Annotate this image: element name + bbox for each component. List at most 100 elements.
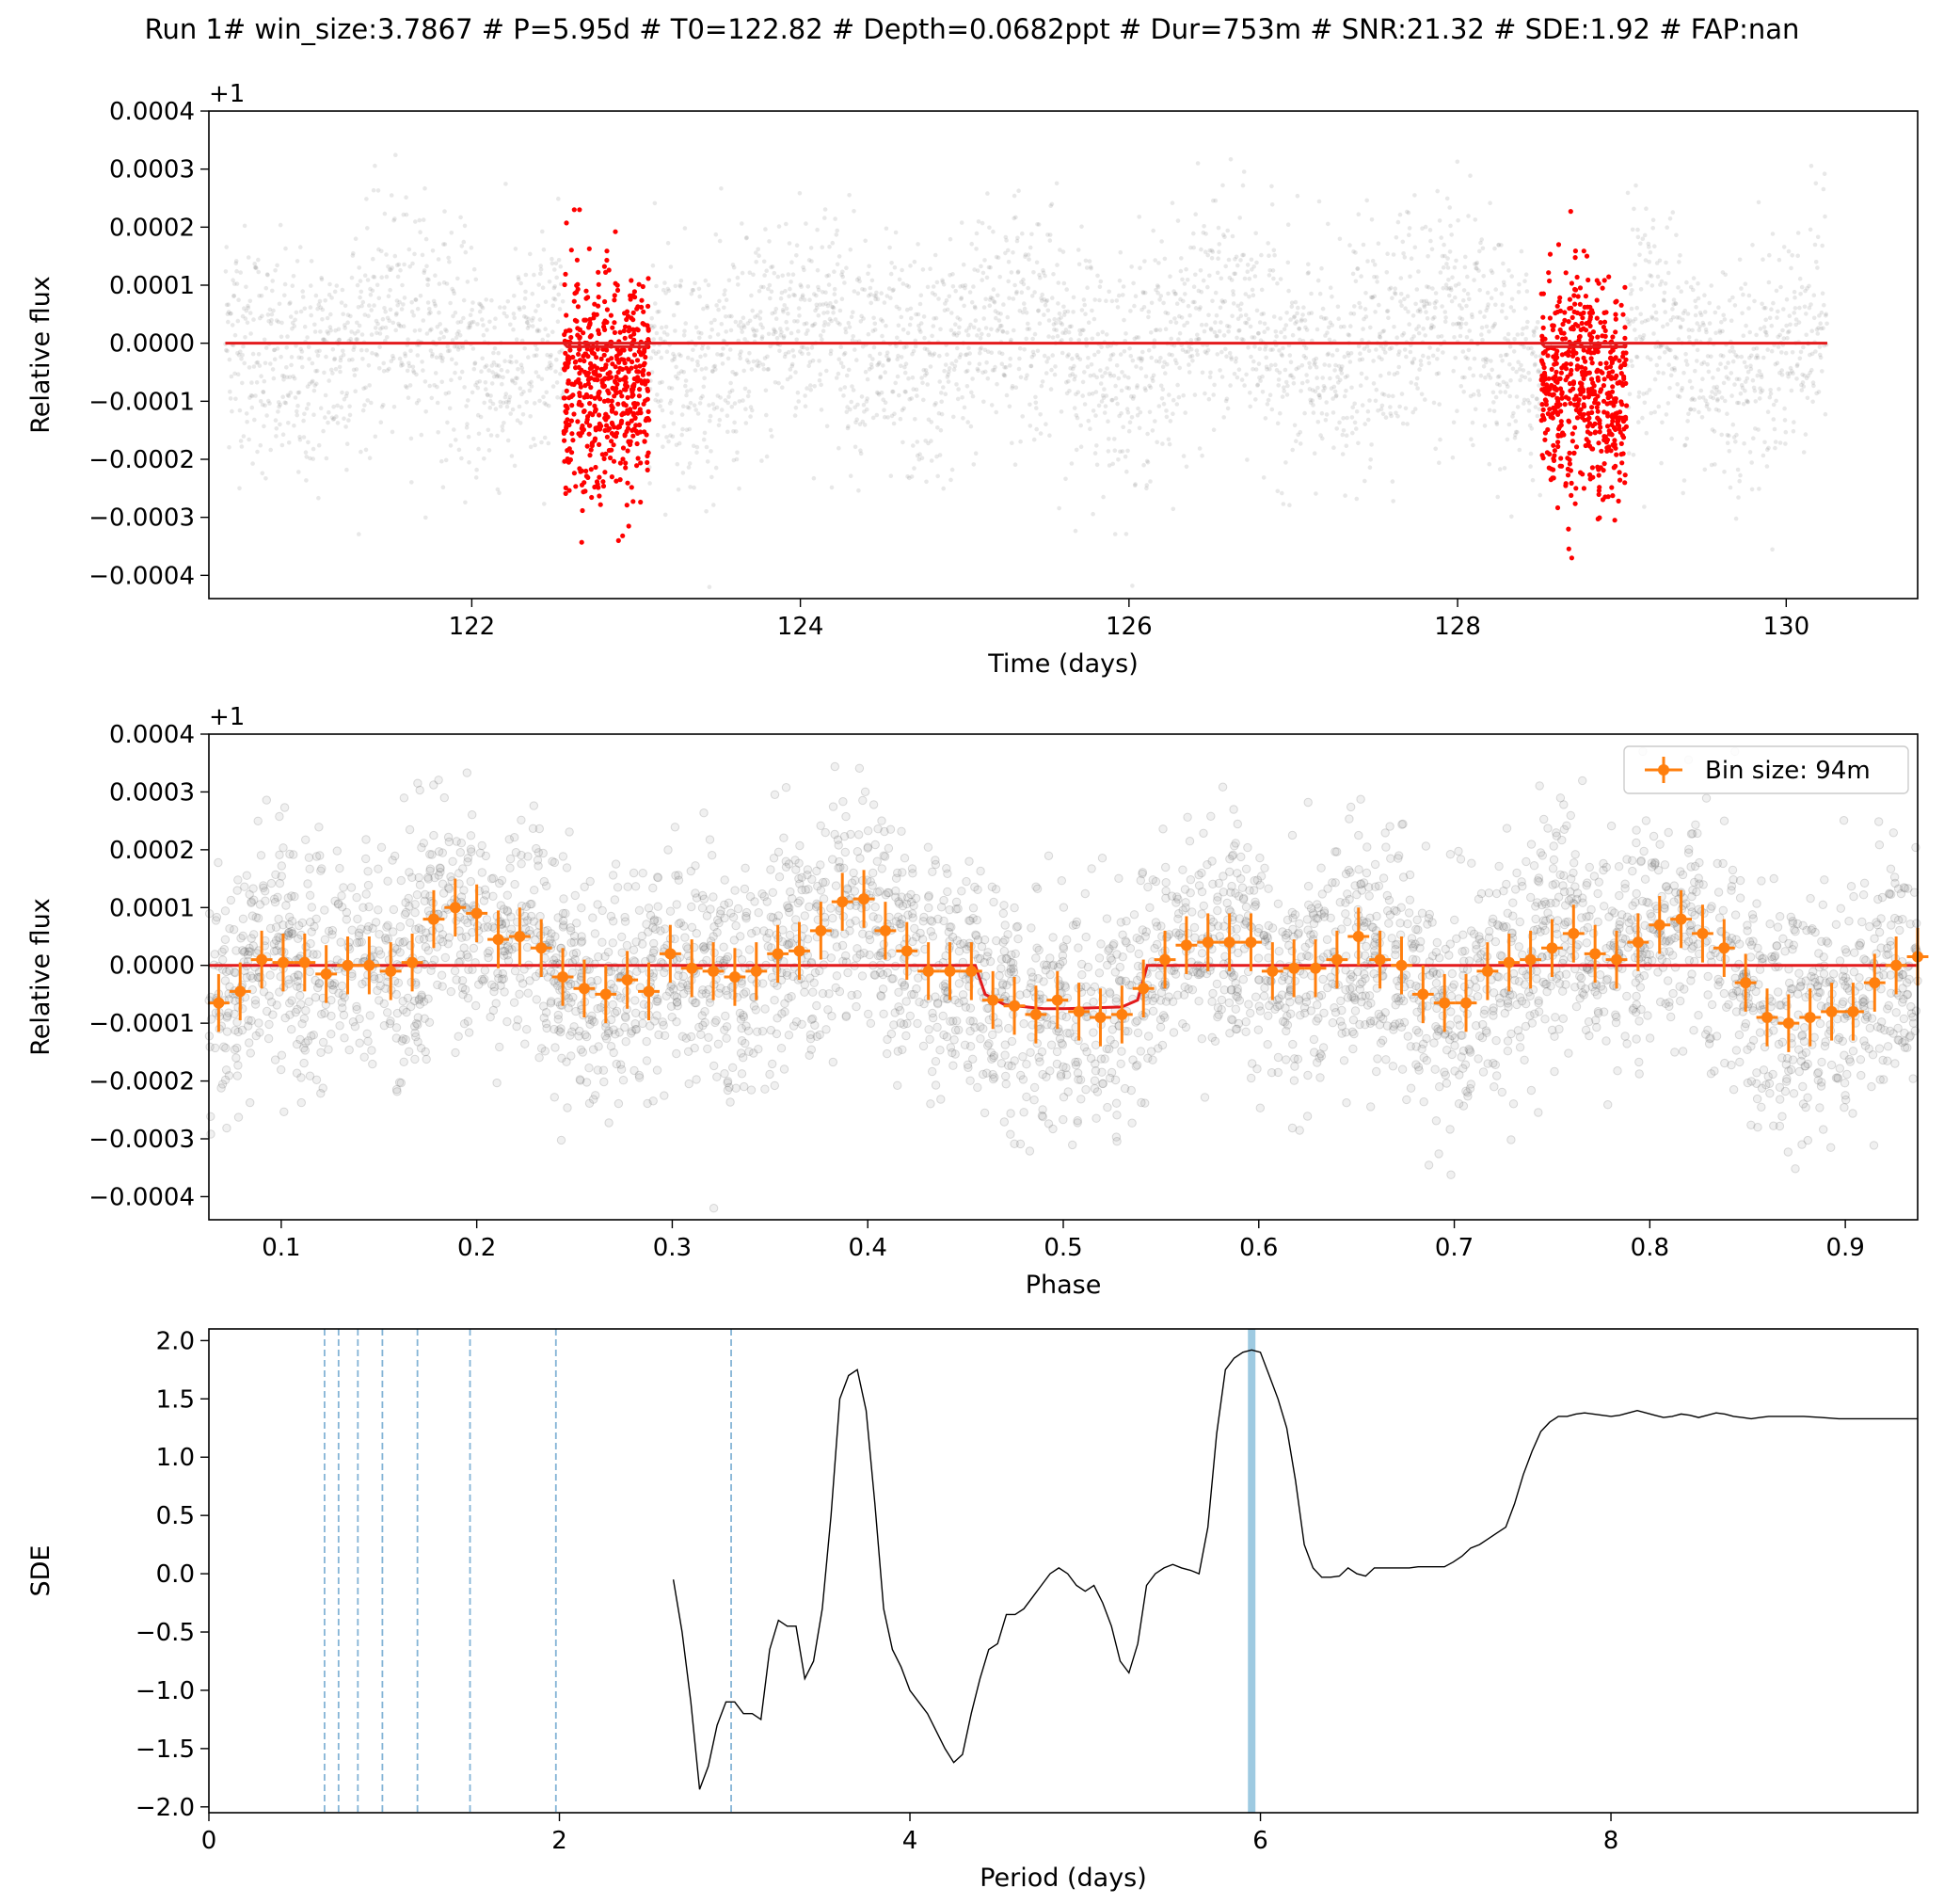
raw-flux-point [466,398,470,403]
raw-flux-point [312,322,317,328]
raw-flux-point [1203,232,1208,236]
in-transit-point [571,471,578,476]
raw-flux-point [728,380,733,386]
raw-flux-point [1385,309,1391,313]
raw-flux-point [295,391,301,395]
raw-flux-point [675,300,679,306]
raw-flux-point [454,438,458,442]
raw-flux-point [475,385,481,391]
raw-flux-point [980,270,986,276]
raw-flux-point [495,433,500,439]
raw-flux-point [1368,325,1373,330]
raw-flux-point [1390,296,1394,301]
folded-flux-point [1143,882,1153,892]
in-transit-point [1568,388,1573,393]
raw-flux-point [317,348,322,354]
raw-flux-point [1085,285,1090,291]
raw-flux-point [481,323,486,328]
raw-flux-point [908,306,914,312]
raw-flux-point [1253,231,1258,236]
raw-flux-point [724,314,728,319]
raw-flux-point [709,368,715,374]
raw-flux-point [1757,487,1761,491]
raw-flux-point [1110,461,1115,467]
raw-flux-point [1421,353,1426,359]
in-transit-point [586,246,592,251]
in-transit-point [563,408,568,414]
raw-flux-point [1822,302,1826,308]
raw-flux-point [1729,344,1735,350]
raw-flux-point [697,294,702,299]
raw-flux-point [888,296,893,300]
raw-flux-point [784,221,789,227]
raw-flux-point [796,399,801,404]
raw-flux-point [359,449,363,455]
raw-flux-point [455,347,461,352]
raw-flux-point [358,279,363,283]
raw-flux-point [870,415,876,421]
in-transit-point [1611,424,1617,430]
raw-flux-point [1506,384,1510,390]
in-transit-point [1569,492,1574,499]
raw-flux-point [710,369,715,375]
raw-flux-point [1691,276,1697,280]
raw-flux-point [1255,382,1261,388]
y-tick-label: −0.0002 [88,446,195,474]
raw-flux-point [835,262,840,267]
raw-flux-point [452,344,457,349]
raw-flux-point [352,373,358,378]
raw-flux-point [1640,236,1646,241]
raw-flux-point [325,329,330,334]
raw-flux-point [1089,362,1094,367]
in-transit-point [602,364,609,370]
raw-flux-point [763,227,768,232]
raw-flux-point [1749,460,1754,465]
in-transit-point [636,348,642,355]
raw-flux-point [1050,335,1056,340]
raw-flux-point [1633,336,1639,342]
in-transit-point [589,442,596,449]
in-transit-point [1609,432,1615,438]
raw-flux-point [1103,370,1107,376]
in-transit-point [1540,325,1546,330]
raw-flux-point [253,264,259,270]
raw-flux-point [1047,232,1053,237]
raw-flux-point [377,331,383,336]
raw-flux-point [1126,428,1132,434]
raw-flux-point [1693,312,1698,318]
raw-flux-point [348,313,353,319]
raw-flux-point [723,398,728,403]
raw-flux-point [861,402,867,408]
raw-flux-point [656,399,661,405]
raw-flux-point [1265,402,1270,407]
raw-flux-point [858,319,864,324]
raw-flux-point [330,347,336,352]
raw-flux-point [540,337,545,343]
raw-flux-point [278,402,283,408]
raw-flux-point [1092,316,1097,322]
raw-flux-point [439,458,444,464]
raw-flux-point [553,261,559,266]
in-transit-point [615,424,621,430]
raw-flux-point [410,261,415,266]
raw-flux-point [513,380,518,386]
raw-flux-point [1283,460,1288,465]
raw-flux-point [725,429,730,435]
in-transit-point [568,334,574,341]
raw-flux-point [1048,387,1054,392]
in-transit-point [1541,417,1547,423]
raw-flux-point [546,440,551,446]
raw-flux-point [1670,307,1675,312]
raw-flux-point [1749,487,1755,492]
raw-flux-point [1391,499,1395,504]
raw-flux-point [1133,482,1138,487]
in-transit-point [1614,452,1619,457]
raw-flux-point [677,352,682,357]
raw-flux-point [1283,334,1287,340]
raw-flux-point [948,328,954,333]
raw-flux-point [1118,352,1123,357]
raw-flux-point [1687,378,1693,384]
raw-flux-point [267,401,272,406]
raw-flux-point [715,332,721,337]
in-transit-point [1591,389,1597,394]
